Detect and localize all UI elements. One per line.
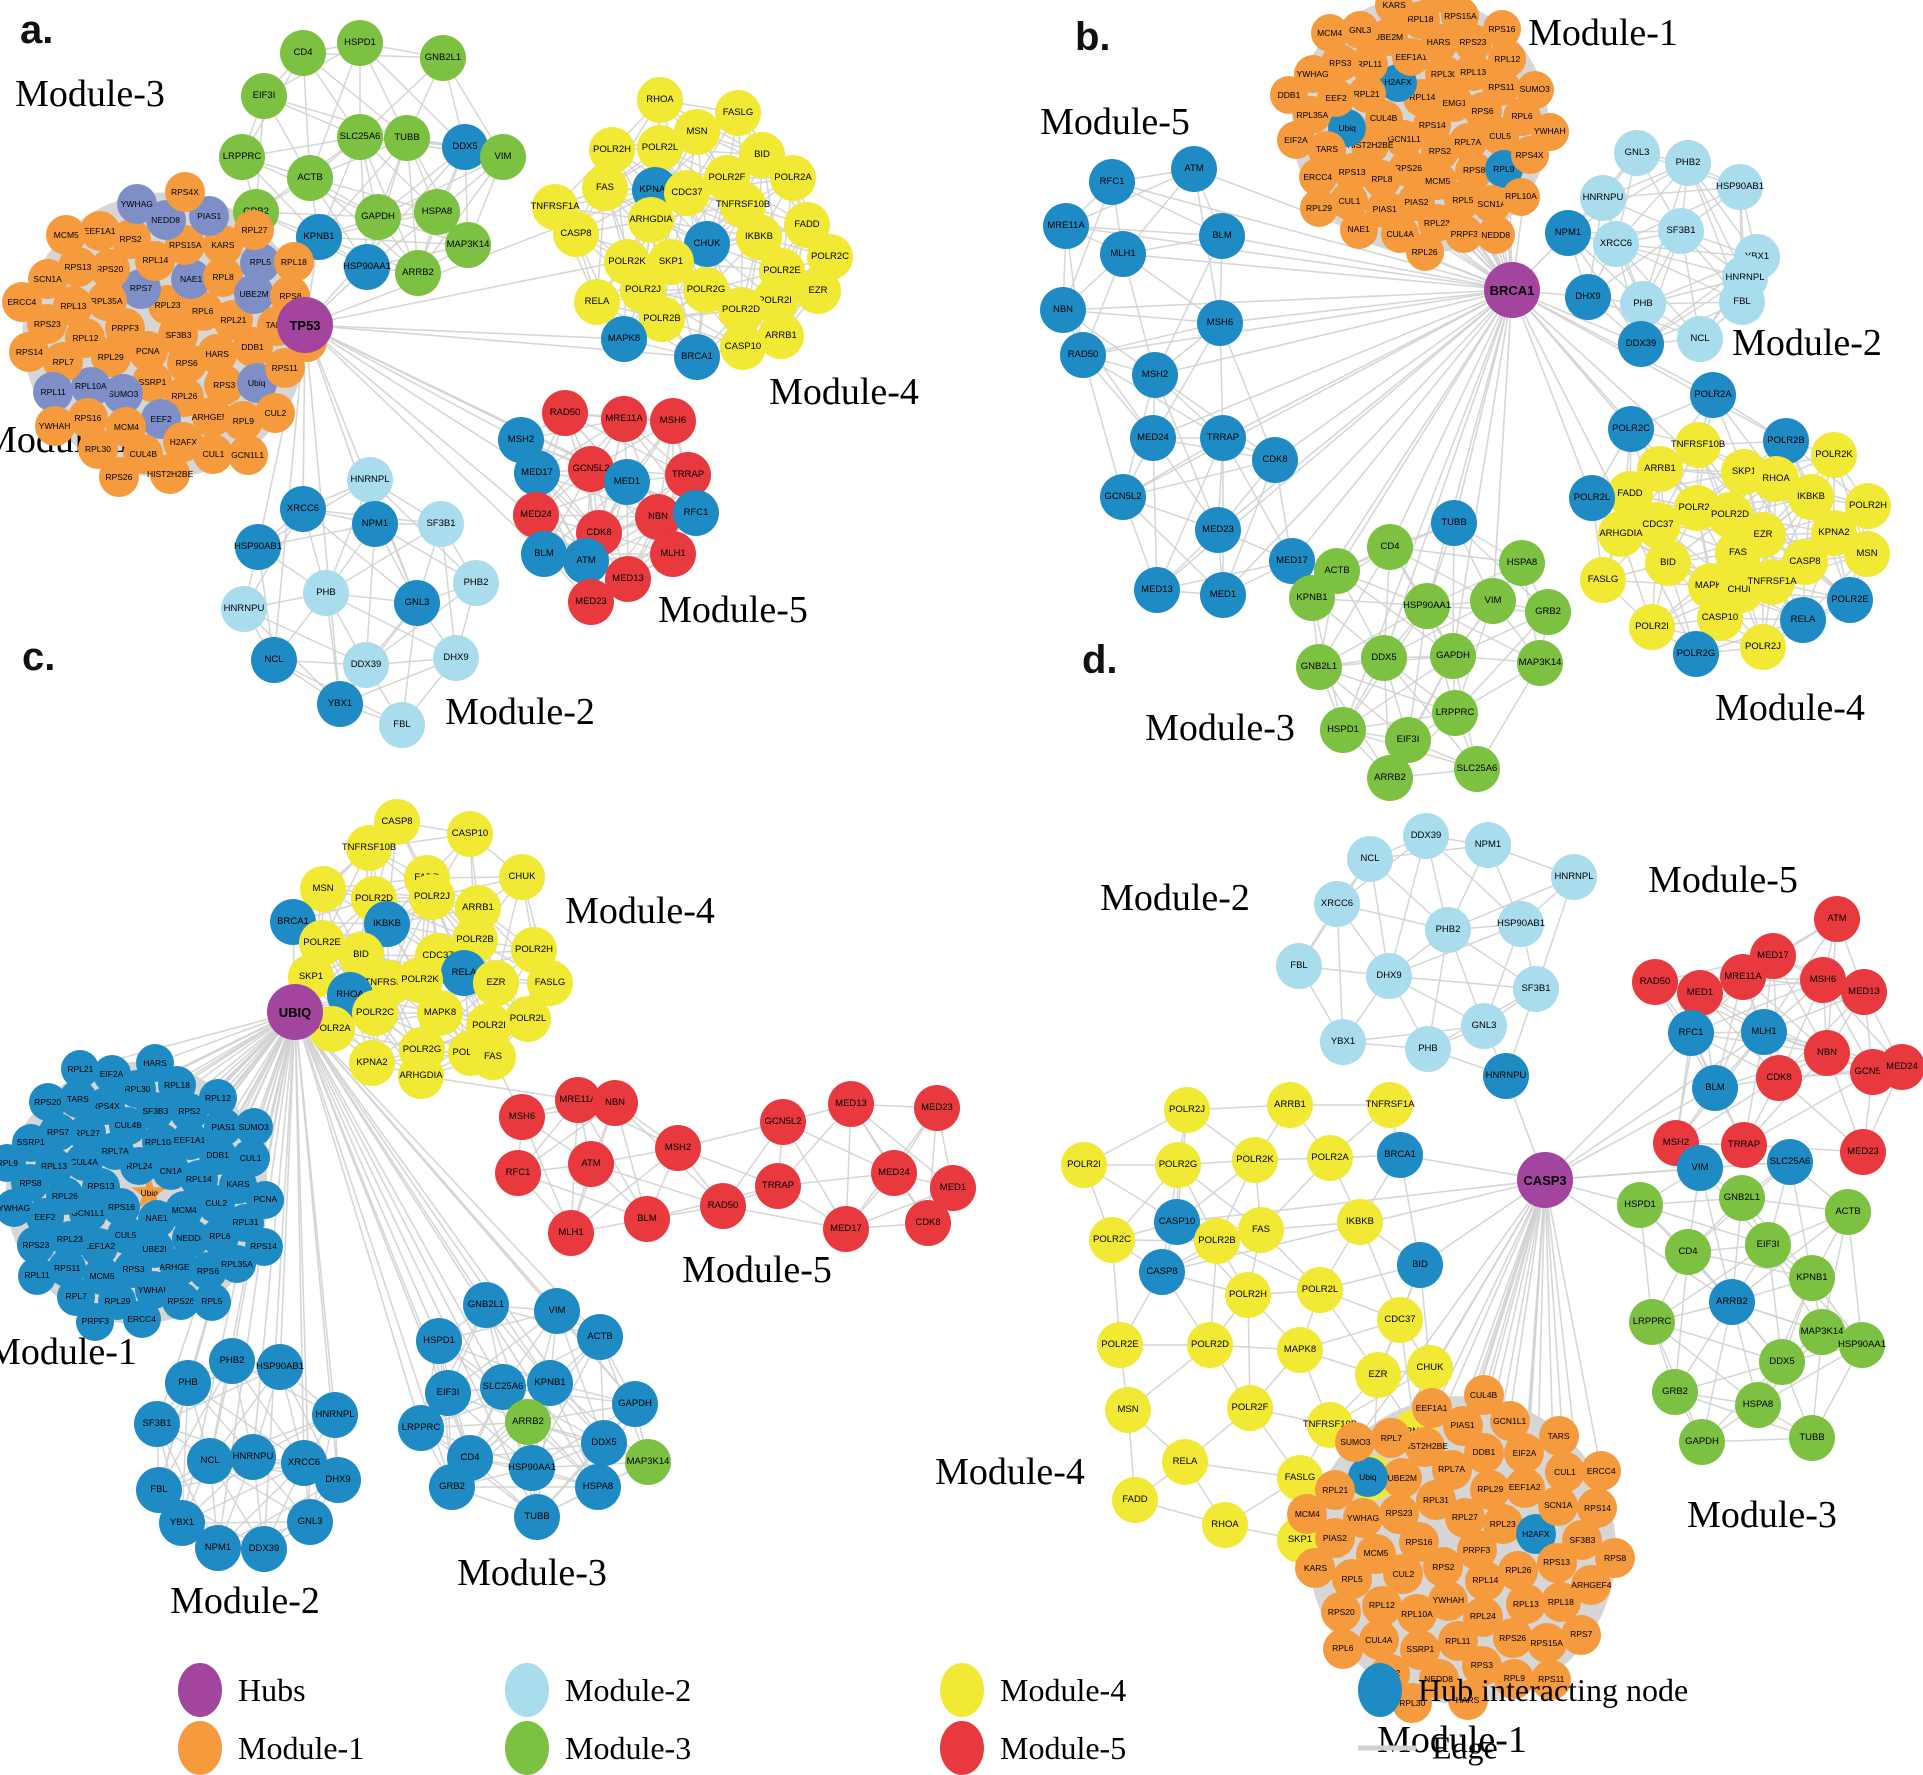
edge <box>1217 289 1513 531</box>
legend-swatch-hubs <box>178 1663 222 1717</box>
edge <box>1082 354 1124 498</box>
edge <box>1274 289 1513 461</box>
legend-label: Module-4 <box>1000 1671 1127 1708</box>
edge <box>1544 1031 1765 1181</box>
edge <box>1492 289 1513 602</box>
edge <box>359 42 466 148</box>
edge <box>304 324 538 474</box>
edge <box>294 1011 440 1342</box>
edge <box>1388 835 1427 977</box>
legend-swatch-module-1 <box>178 1721 222 1775</box>
edge <box>1511 289 1593 499</box>
edge <box>420 1075 579 1101</box>
edge <box>1065 225 1513 291</box>
edge <box>1062 309 1154 439</box>
edge <box>1156 437 1224 591</box>
legend-item-module-4: Module-4 <box>940 1663 1126 1717</box>
edge <box>1154 235 1223 376</box>
legend-swatch-module-2 <box>505 1663 549 1717</box>
edge <box>181 1382 189 1524</box>
edge <box>1701 1301 1733 1443</box>
edge <box>294 1011 601 1338</box>
edge <box>1222 289 1513 596</box>
edge <box>1426 289 1513 607</box>
edge <box>294 1011 599 1488</box>
edge <box>1219 289 1513 324</box>
edge <box>279 1011 296 1368</box>
legend-label: Module-1 <box>238 1729 365 1766</box>
edge <box>304 324 545 555</box>
edge <box>1152 437 1158 591</box>
legend-swatch-module-3 <box>505 1721 549 1775</box>
edge <box>1111 181 1513 291</box>
legend-swatch-module-4 <box>940 1663 984 1717</box>
legend-swatch-hub-interacting-node <box>1358 1663 1402 1717</box>
edge <box>365 523 376 666</box>
edge <box>417 156 504 274</box>
edge <box>1154 374 1219 531</box>
edge <box>1062 289 1513 311</box>
edge <box>304 324 522 441</box>
edge <box>1219 322 1276 461</box>
edge <box>1122 253 1513 291</box>
legend-item-hubs: Hubs <box>178 1663 306 1717</box>
edge <box>1452 289 1513 657</box>
edge <box>158 1462 305 1491</box>
edge <box>294 1011 538 1518</box>
edge <box>294 1011 551 1384</box>
legend-item-module-1: Module-1 <box>178 1721 364 1775</box>
edge <box>1388 975 1537 990</box>
edge <box>294 1011 504 1388</box>
legend-item-module-5: Module-5 <box>940 1721 1126 1775</box>
edge <box>1511 289 1697 655</box>
edge <box>1511 289 1714 396</box>
legend-label: Module-2 <box>565 1671 692 1708</box>
edge <box>263 95 408 139</box>
edge <box>1122 459 1276 498</box>
edge <box>1222 459 1276 596</box>
legend-edge-line <box>1358 1745 1416 1751</box>
edge <box>1743 1071 1874 1146</box>
legend-label: Edge <box>1432 1729 1498 1766</box>
legend-item-module-2: Module-2 <box>505 1663 691 1717</box>
edge <box>1291 289 1513 562</box>
edge <box>1544 1087 1716 1181</box>
legend-label: Hub interacting node <box>1418 1671 1689 1708</box>
edge <box>302 508 418 604</box>
legend-label: Module-5 <box>1000 1729 1127 1766</box>
legend-item-module-3: Module-3 <box>505 1721 691 1775</box>
edge <box>158 1360 233 1491</box>
edge <box>1065 225 1223 237</box>
legend-swatch-module-5 <box>940 1721 984 1775</box>
edge <box>1222 289 1513 439</box>
edge <box>1544 1032 1692 1181</box>
edge <box>318 236 469 246</box>
edge <box>1731 1211 1849 1303</box>
edge <box>1336 289 1513 572</box>
edge <box>294 1011 422 1429</box>
legend-label: Module-3 <box>565 1729 692 1766</box>
edge <box>1082 289 1513 356</box>
edge <box>1389 289 1513 548</box>
edge <box>309 42 361 179</box>
edge <box>294 1011 311 1523</box>
edge <box>1152 289 1513 439</box>
legend-item-hub-interacting-node: Hub interacting node <box>1358 1663 1688 1717</box>
edge <box>304 324 625 340</box>
edge <box>1221 235 1513 291</box>
edge <box>1122 289 1513 498</box>
legend-label: Hubs <box>238 1671 306 1708</box>
edge <box>1674 1251 1689 1393</box>
edge <box>1311 289 1513 599</box>
edge <box>1154 289 1513 376</box>
legend-item-edge: Edge <box>1358 1730 1498 1767</box>
edge <box>1062 309 1221 324</box>
